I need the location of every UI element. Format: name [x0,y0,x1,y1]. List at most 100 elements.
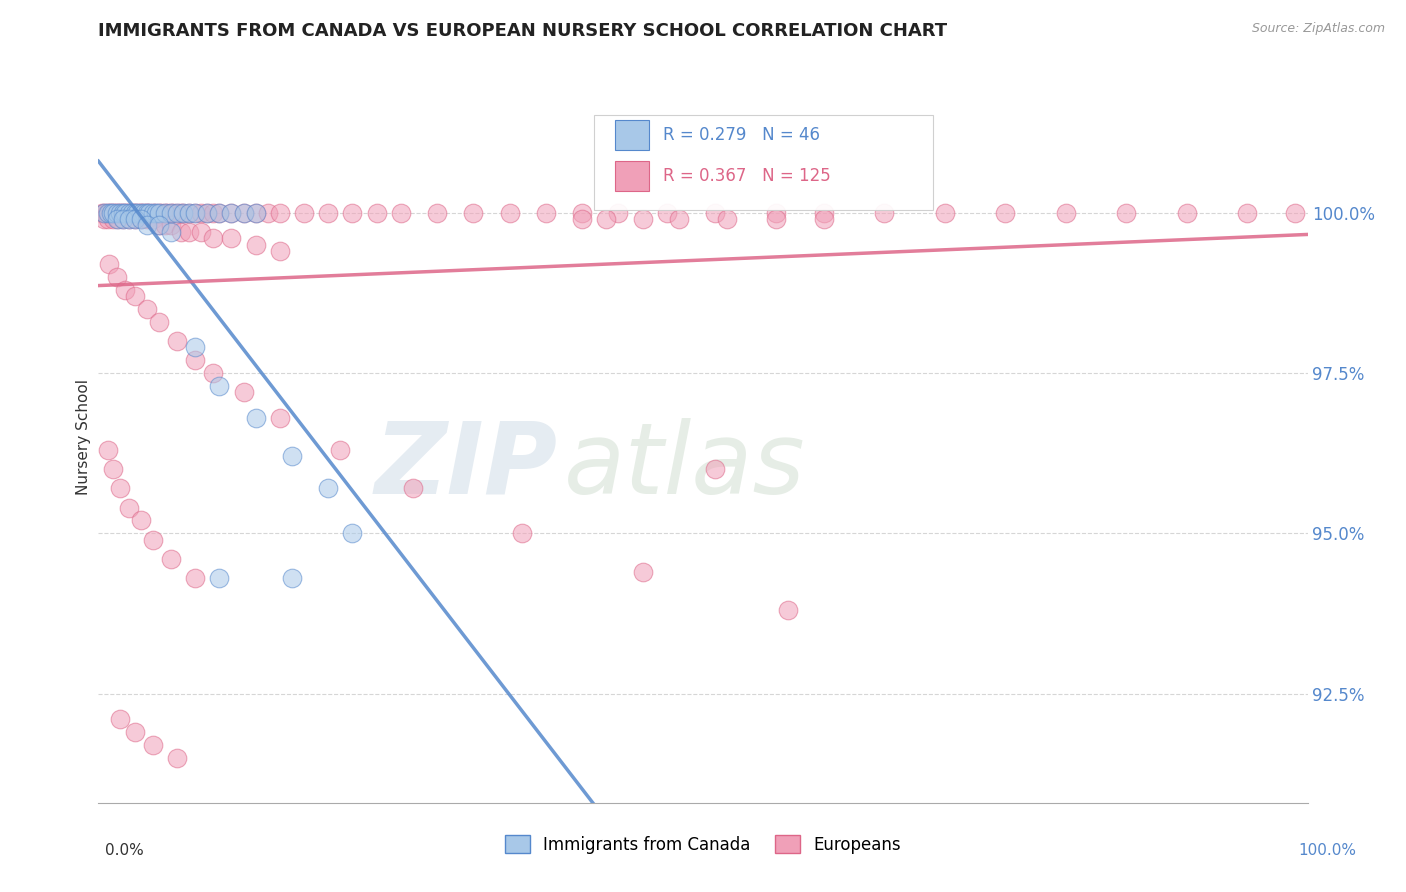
Point [100,205,122,219]
Point [245,237,267,252]
Text: 0.0%: 0.0% [105,843,145,858]
Point [202,205,225,219]
Text: 100.0%: 100.0% [1299,843,1357,858]
Point [202,231,225,245]
Point [426,205,449,219]
Point [142,211,165,226]
Point [105,269,128,284]
Point [124,211,146,226]
Point [169,205,191,219]
Point [97,205,120,219]
Point [245,205,267,219]
Point [195,205,218,219]
Point [97,442,120,457]
Point [184,205,207,219]
Point [631,565,654,579]
Point [571,205,593,219]
Point [127,205,149,219]
Point [166,205,188,219]
Point [208,378,231,392]
Point [655,205,678,219]
Point [166,205,188,219]
Point [148,205,170,219]
Point [93,205,115,219]
Point [111,211,134,226]
Point [118,205,141,219]
Point [1236,205,1258,219]
Point [108,205,131,219]
Point [172,205,194,219]
Point [221,231,243,245]
Point [765,211,787,226]
Point [269,410,291,425]
Point [114,205,136,219]
Point [105,211,128,226]
Point [124,211,146,226]
Point [269,244,291,258]
Point [148,219,170,233]
Point [179,225,201,239]
Point [607,205,630,219]
Point [142,205,165,219]
Text: IMMIGRANTS FROM CANADA VS EUROPEAN NURSERY SCHOOL CORRELATION CHART: IMMIGRANTS FROM CANADA VS EUROPEAN NURSE… [98,22,948,40]
Point [120,205,142,219]
Point [93,211,115,226]
Point [98,257,121,271]
Point [160,552,183,566]
Point [162,205,184,219]
Point [117,205,139,219]
Point [97,211,120,226]
Point [129,211,152,226]
Point [172,205,194,219]
Point [150,205,173,219]
Point [813,205,835,219]
Text: atlas: atlas [564,417,806,515]
Point [135,205,157,219]
Point [765,205,787,219]
Point [571,211,593,226]
Point [166,334,188,348]
Point [208,205,231,219]
Point [329,442,352,457]
Point [148,205,170,219]
Point [135,205,157,219]
Point [463,205,485,219]
Point [232,385,254,400]
Point [208,205,231,219]
Point [498,205,520,219]
Point [129,205,152,219]
Text: ZIP: ZIP [375,417,558,515]
Point [129,514,152,528]
Point [232,205,254,219]
Point [101,211,124,226]
Point [124,289,146,303]
Point [148,315,170,329]
Point [135,211,157,226]
Point [91,205,114,219]
Point [281,450,304,464]
Point [202,366,225,380]
Point [245,205,267,219]
Point [143,205,166,219]
Point [179,205,201,219]
Text: Source: ZipAtlas.com: Source: ZipAtlas.com [1251,22,1385,36]
Point [1175,205,1198,219]
Point [101,205,124,219]
Point [145,205,167,219]
Point [142,533,165,547]
Point [668,211,690,226]
Bar [614,120,648,150]
Point [108,482,131,496]
Point [160,205,183,219]
Point [104,205,127,219]
Point [221,205,243,219]
Point [132,205,155,219]
Point [269,205,291,219]
Point [631,211,654,226]
Point [184,340,207,354]
Point [108,712,131,726]
Point [118,211,141,226]
Point [114,205,136,219]
Point [108,205,131,219]
Point [704,205,727,219]
